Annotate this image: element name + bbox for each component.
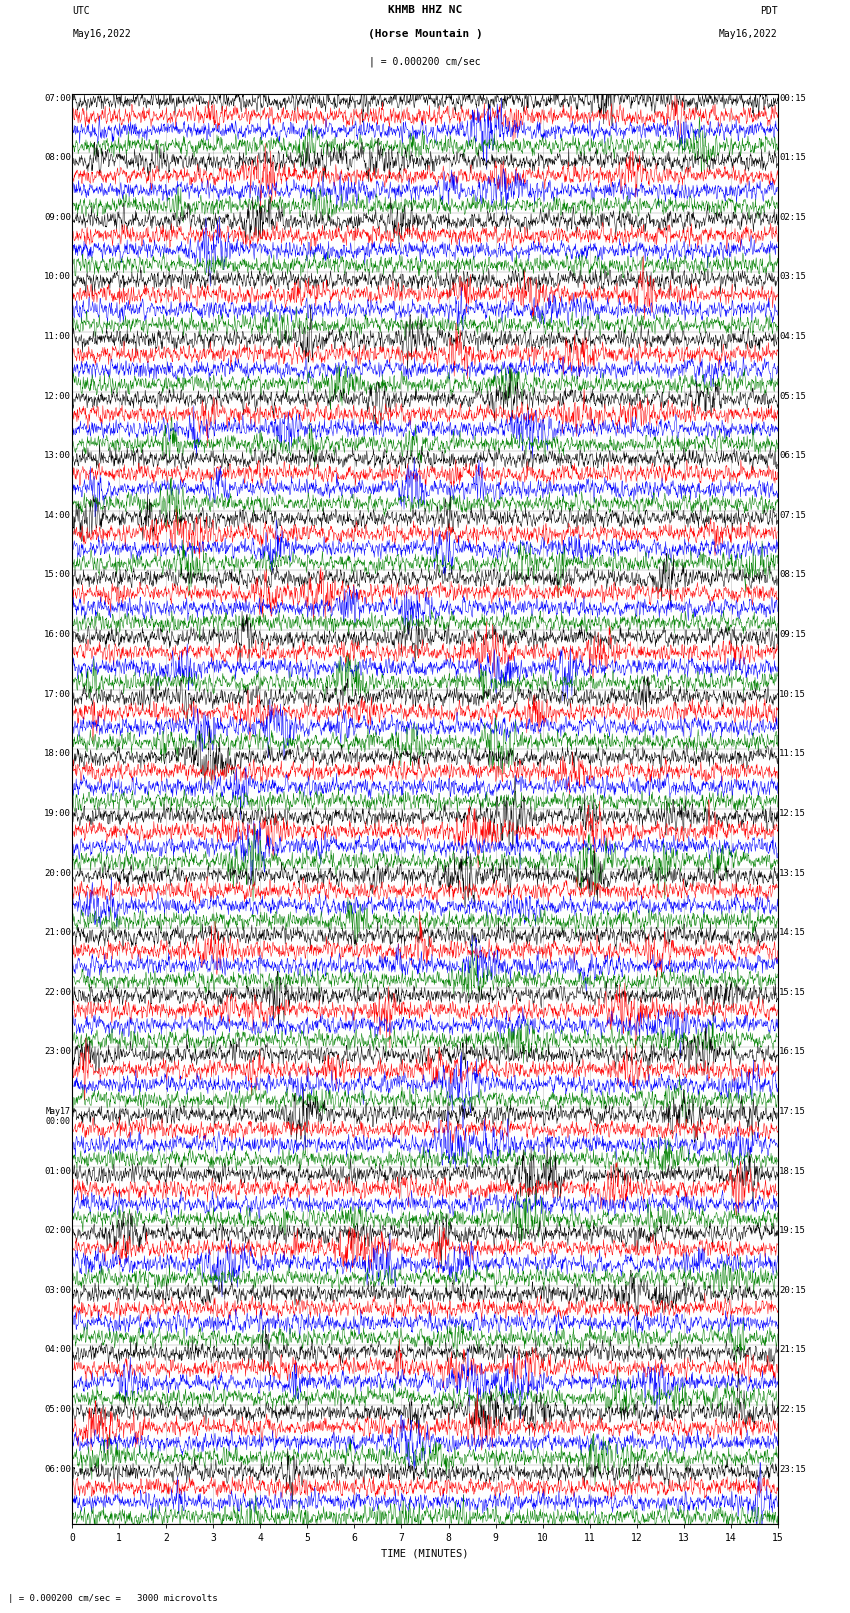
Text: 11:15: 11:15 <box>779 750 806 758</box>
Text: 01:00: 01:00 <box>44 1166 71 1176</box>
Text: 01:15: 01:15 <box>779 153 806 163</box>
Text: 09:15: 09:15 <box>779 631 806 639</box>
X-axis label: TIME (MINUTES): TIME (MINUTES) <box>382 1548 468 1558</box>
Text: 18:15: 18:15 <box>779 1166 806 1176</box>
Text: 06:00: 06:00 <box>44 1465 71 1474</box>
Text: 16:15: 16:15 <box>779 1047 806 1057</box>
Text: 13:00: 13:00 <box>44 452 71 460</box>
Text: 20:00: 20:00 <box>44 868 71 877</box>
Text: 10:15: 10:15 <box>779 690 806 698</box>
Text: 22:00: 22:00 <box>44 987 71 997</box>
Text: 23:15: 23:15 <box>779 1465 806 1474</box>
Text: 03:15: 03:15 <box>779 273 806 281</box>
Text: 02:00: 02:00 <box>44 1226 71 1236</box>
Text: 08:00: 08:00 <box>44 153 71 163</box>
Text: 14:00: 14:00 <box>44 511 71 519</box>
Text: 07:15: 07:15 <box>779 511 806 519</box>
Text: May16,2022: May16,2022 <box>72 29 131 39</box>
Text: 10:00: 10:00 <box>44 273 71 281</box>
Text: 04:00: 04:00 <box>44 1345 71 1355</box>
Text: 21:00: 21:00 <box>44 927 71 937</box>
Text: 22:15: 22:15 <box>779 1405 806 1415</box>
Text: 19:15: 19:15 <box>779 1226 806 1236</box>
Text: 17:15: 17:15 <box>779 1107 806 1116</box>
Text: PDT: PDT <box>760 6 778 16</box>
Text: 12:15: 12:15 <box>779 810 806 818</box>
Text: 00:15: 00:15 <box>779 94 806 103</box>
Text: 20:15: 20:15 <box>779 1286 806 1295</box>
Text: 14:15: 14:15 <box>779 927 806 937</box>
Text: KHMB HHZ NC: KHMB HHZ NC <box>388 5 462 15</box>
Text: 19:00: 19:00 <box>44 810 71 818</box>
Text: (Horse Mountain ): (Horse Mountain ) <box>367 29 483 39</box>
Text: 08:15: 08:15 <box>779 571 806 579</box>
Text: | = 0.000200 cm/sec: | = 0.000200 cm/sec <box>369 56 481 68</box>
Text: 12:00: 12:00 <box>44 392 71 400</box>
Text: 11:00: 11:00 <box>44 332 71 340</box>
Text: 21:15: 21:15 <box>779 1345 806 1355</box>
Text: 16:00: 16:00 <box>44 631 71 639</box>
Text: 18:00: 18:00 <box>44 750 71 758</box>
Text: 05:15: 05:15 <box>779 392 806 400</box>
Text: 06:15: 06:15 <box>779 452 806 460</box>
Text: May16,2022: May16,2022 <box>719 29 778 39</box>
Text: 04:15: 04:15 <box>779 332 806 340</box>
Text: 02:15: 02:15 <box>779 213 806 221</box>
Text: 05:00: 05:00 <box>44 1405 71 1415</box>
Text: May17
00:00: May17 00:00 <box>46 1107 71 1126</box>
Text: 15:00: 15:00 <box>44 571 71 579</box>
Text: 17:00: 17:00 <box>44 690 71 698</box>
Text: | = 0.000200 cm/sec =   3000 microvolts: | = 0.000200 cm/sec = 3000 microvolts <box>8 1594 218 1603</box>
Text: 09:00: 09:00 <box>44 213 71 221</box>
Text: 15:15: 15:15 <box>779 987 806 997</box>
Text: 03:00: 03:00 <box>44 1286 71 1295</box>
Text: 13:15: 13:15 <box>779 868 806 877</box>
Text: UTC: UTC <box>72 6 90 16</box>
Text: 07:00: 07:00 <box>44 94 71 103</box>
Text: 23:00: 23:00 <box>44 1047 71 1057</box>
